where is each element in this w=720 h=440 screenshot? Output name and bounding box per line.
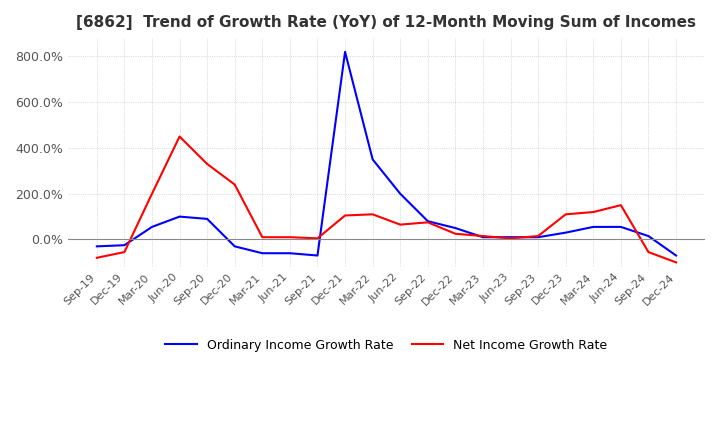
Net Income Growth Rate [286,235,294,240]
Ordinary Income Growth Rate [230,244,239,249]
Ordinary Income Growth Rate [369,157,377,162]
Ordinary Income Growth Rate [562,230,570,235]
Ordinary Income Growth Rate [479,235,487,240]
Net Income Growth Rate [423,220,432,225]
Net Income Growth Rate [230,182,239,187]
Net Income Growth Rate [644,249,653,255]
Net Income Growth Rate [506,236,515,241]
Net Income Growth Rate [203,161,212,167]
Ordinary Income Growth Rate [672,253,680,258]
Ordinary Income Growth Rate [589,224,598,230]
Ordinary Income Growth Rate [451,225,459,231]
Ordinary Income Growth Rate [616,224,625,230]
Net Income Growth Rate [313,236,322,241]
Ordinary Income Growth Rate [534,235,542,240]
Ordinary Income Growth Rate [258,251,266,256]
Net Income Growth Rate [616,202,625,208]
Net Income Growth Rate [120,249,129,255]
Net Income Growth Rate [258,235,266,240]
Net Income Growth Rate [369,212,377,217]
Net Income Growth Rate [396,222,405,227]
Ordinary Income Growth Rate [175,214,184,219]
Ordinary Income Growth Rate [423,219,432,224]
Ordinary Income Growth Rate [644,234,653,239]
Line: Ordinary Income Growth Rate: Ordinary Income Growth Rate [96,52,676,256]
Line: Net Income Growth Rate: Net Income Growth Rate [96,136,676,262]
Net Income Growth Rate [672,260,680,265]
Ordinary Income Growth Rate [341,49,349,55]
Net Income Growth Rate [589,209,598,215]
Ordinary Income Growth Rate [203,216,212,221]
Legend: Ordinary Income Growth Rate, Net Income Growth Rate: Ordinary Income Growth Rate, Net Income … [161,334,613,357]
Ordinary Income Growth Rate [313,253,322,258]
Ordinary Income Growth Rate [92,244,101,249]
Net Income Growth Rate [534,234,542,239]
Ordinary Income Growth Rate [396,191,405,196]
Ordinary Income Growth Rate [506,235,515,240]
Ordinary Income Growth Rate [148,224,156,230]
Net Income Growth Rate [175,134,184,139]
Net Income Growth Rate [148,191,156,196]
Ordinary Income Growth Rate [286,251,294,256]
Net Income Growth Rate [451,231,459,236]
Ordinary Income Growth Rate [120,242,129,248]
Net Income Growth Rate [479,234,487,239]
Net Income Growth Rate [562,212,570,217]
Net Income Growth Rate [92,255,101,260]
Net Income Growth Rate [341,213,349,218]
Title: [6862]  Trend of Growth Rate (YoY) of 12-Month Moving Sum of Incomes: [6862] Trend of Growth Rate (YoY) of 12-… [76,15,696,30]
